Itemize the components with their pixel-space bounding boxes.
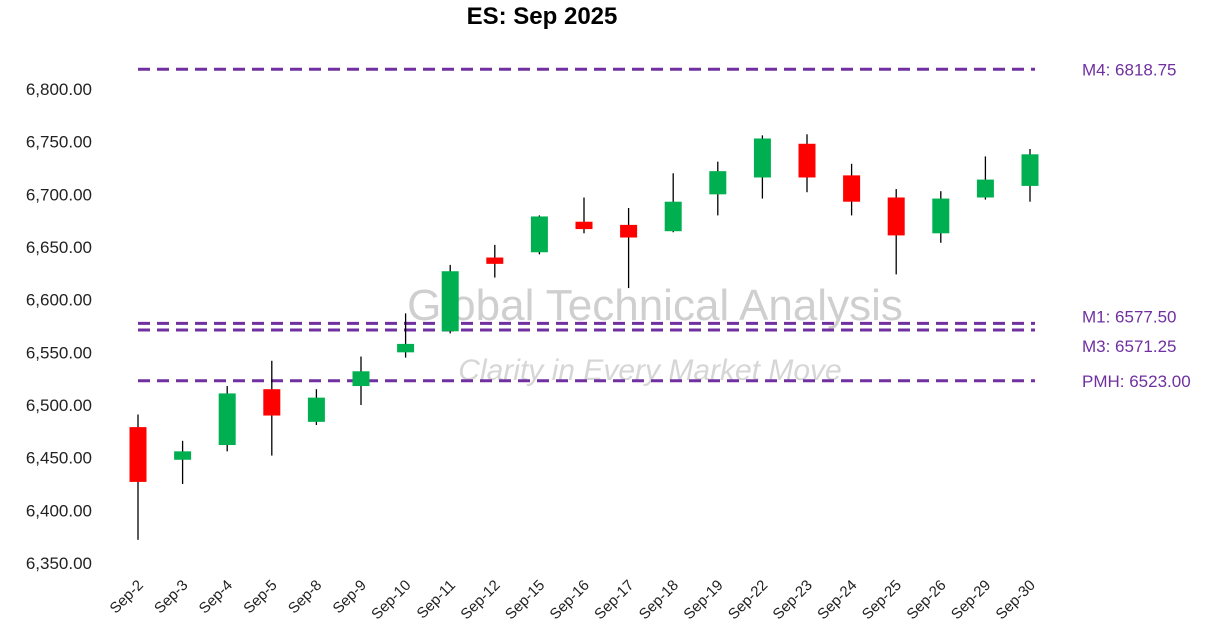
y-tick-label: 6,800.00 (26, 80, 92, 99)
x-tick-label: Sep-25 (859, 577, 905, 623)
y-tick-label: 6,700.00 (26, 185, 92, 204)
x-tick-label: Sep-19 (680, 577, 726, 623)
candle-body-up (218, 393, 236, 446)
x-tick-label: Sep-11 (414, 577, 459, 622)
candle (709, 161, 727, 216)
candle-body-down (798, 143, 816, 178)
reference-line-label: M3: 6571.25 (1082, 337, 1177, 356)
candle-body-down (620, 224, 638, 238)
y-tick-label: 6,400.00 (26, 501, 92, 520)
chart-title: ES: Sep 2025 (467, 3, 618, 30)
candle (530, 215, 548, 255)
candle (976, 156, 994, 200)
candle-body-down (887, 197, 905, 236)
y-tick-label: 6,450.00 (26, 449, 92, 468)
y-axis: 6,350.00 6,400.00 6,450.00 6,500.00 6,550.00… (26, 80, 92, 573)
x-tick-label: Sep-24 (814, 577, 860, 623)
candle (753, 135, 771, 199)
candle (174, 440, 192, 484)
reference-line-label: M1: 6577.50 (1082, 307, 1177, 326)
candle (575, 197, 593, 234)
candle-body-up (1021, 154, 1039, 186)
candle-body-up (932, 198, 950, 234)
candle-body-down (263, 389, 281, 416)
candle (263, 360, 281, 456)
candle-body-down (486, 257, 504, 264)
candle-body-up (976, 179, 994, 198)
x-tick-label: Sep-9 (330, 577, 370, 617)
y-tick-label: 6,650.00 (26, 238, 92, 257)
y-tick-label: 6,750.00 (26, 133, 92, 152)
candle-body-up (530, 216, 548, 253)
candle (798, 134, 816, 193)
candle-body-up (441, 271, 459, 332)
candles (129, 134, 1039, 540)
x-tick-label: Sep-29 (948, 577, 994, 623)
x-tick-label: Sep-16 (547, 577, 593, 623)
candle-body-up (397, 343, 415, 353)
reference-line-label: PMH: 6523.00 (1082, 372, 1191, 391)
x-tick-label: Sep-23 (770, 577, 816, 623)
candle (397, 313, 415, 358)
candle (1021, 149, 1039, 202)
candle (887, 189, 905, 275)
candle-body-down (575, 221, 593, 230)
candle-body-up (664, 201, 682, 232)
x-tick-label: Sep-2 (107, 577, 147, 617)
y-tick-label: 6,600.00 (26, 291, 92, 310)
candle (664, 173, 682, 233)
candle (218, 386, 236, 452)
candle-body-up (352, 371, 370, 387)
x-tick-label: Sep-3 (151, 577, 191, 617)
reference-line-label: M4: 6818.75 (1082, 60, 1177, 79)
watermark-text: Global Technical Analysis (407, 281, 903, 330)
x-tick-label: Sep-18 (636, 577, 682, 623)
x-tick-label: Sep-30 (993, 577, 1039, 623)
candle (620, 208, 638, 289)
x-tick-label: Sep-17 (591, 577, 637, 623)
candle (129, 414, 147, 540)
y-tick-label: 6,550.00 (26, 343, 92, 362)
candle-body-down (129, 427, 147, 482)
candle (352, 356, 370, 405)
candle (843, 163, 861, 216)
x-tick-label: Sep-8 (285, 577, 325, 617)
candle (486, 244, 504, 278)
x-tick-label: Sep-12 (457, 577, 503, 623)
candle-body-up (709, 171, 727, 195)
x-tick-label: Sep-5 (240, 577, 280, 617)
x-tick-label: Sep-4 (196, 577, 236, 617)
x-tick-label: Sep-26 (903, 577, 949, 623)
x-tick-label: Sep-22 (725, 577, 771, 623)
candle (441, 264, 459, 334)
reference-lines: M4: 6818.75 M1: 6577.50 M3: 6571.25 PMH: 65… (138, 60, 1191, 391)
candle-body-up (753, 138, 771, 178)
watermark: Global Technical Analysis Clarity in Eve… (407, 281, 903, 387)
candle-body-up (174, 451, 192, 460)
candle-body-up (307, 397, 325, 422)
candle-body-down (843, 175, 861, 202)
x-tick-label: Sep-15 (502, 577, 548, 623)
y-tick-label: 6,500.00 (26, 396, 92, 415)
x-tick-label: Sep-10 (368, 577, 414, 623)
candle (932, 191, 950, 243)
y-tick-label: 6,350.00 (26, 554, 92, 573)
candle (307, 389, 325, 426)
